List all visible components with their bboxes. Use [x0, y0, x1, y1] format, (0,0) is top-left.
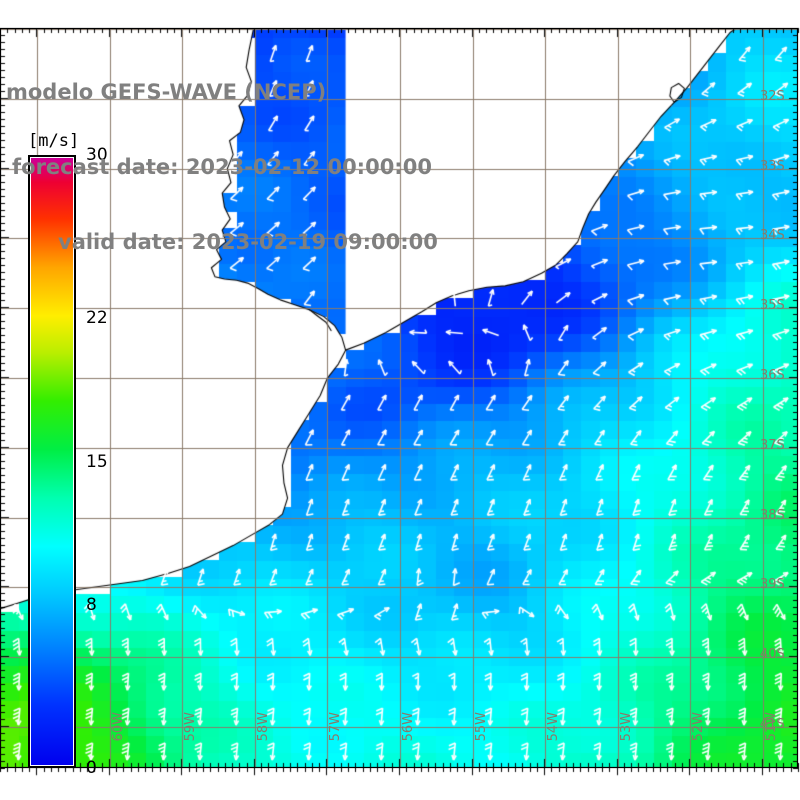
lat-label-33S: 33S [760, 158, 785, 174]
lon-label-55W: 55W [473, 712, 489, 742]
lon-label-53W: 53W [618, 712, 634, 742]
colorbar-tick-22: 22 [86, 308, 108, 329]
lat-label-34S: 34S [760, 228, 785, 244]
lon-label-59W: 59W [183, 712, 199, 742]
lon-label-58W: 58W [255, 712, 271, 742]
colorbar-tick-8: 8 [86, 594, 97, 615]
title-forecast-date-line: forecast date: 2023-02-12 00:00:00 [12, 155, 432, 179]
lat-label-39S: 39S [760, 577, 785, 593]
colorbar-tick-0: 0 [86, 758, 97, 778]
lat-label-41S: 41S [760, 717, 785, 733]
lat-label-38S: 38S [760, 507, 785, 523]
lat-label-40S: 40S [760, 647, 785, 663]
colorbar-tick-15: 15 [86, 451, 108, 472]
lat-label-37S: 37S [760, 437, 785, 453]
lon-label-60W: 60W [110, 712, 126, 742]
lat-label-32S: 32S [760, 88, 785, 104]
lat-label-36S: 36S [760, 368, 785, 384]
lon-label-52W: 52W [691, 712, 707, 742]
figure-title-block: modelo GEFS-WAVE (NCEP) forecast date: 2… [6, 30, 438, 305]
lon-label-54W: 54W [546, 712, 562, 742]
lon-label-56W: 56W [401, 712, 416, 742]
lat-label-35S: 35S [760, 298, 785, 314]
title-model-line: modelo GEFS-WAVE (NCEP) [6, 80, 327, 104]
lon-label-57W: 57W [328, 712, 344, 742]
title-valid-date-line: valid date: 2023-02-19 09:00:00 [58, 230, 438, 254]
